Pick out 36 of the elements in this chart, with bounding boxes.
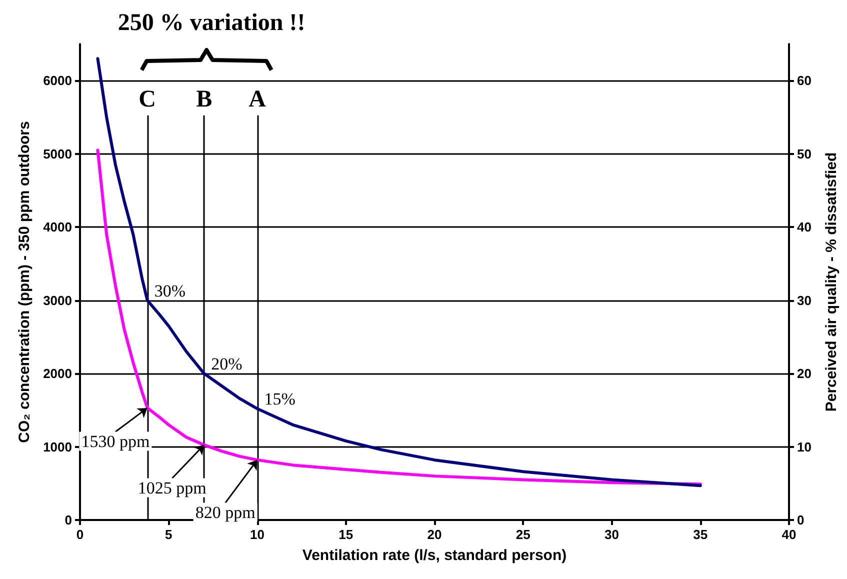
y-tick-label: 3000 — [43, 292, 72, 308]
y-tick-label: 6000 — [43, 73, 72, 88]
chart-title: 250 % variation !! — [118, 10, 306, 36]
x-axis-title: Ventilation rate (l/s, standard person) — [302, 547, 567, 564]
y2-tick-label: 50 — [797, 146, 812, 162]
annotation: 30% — [154, 281, 186, 300]
annotation: 820 ppm — [195, 502, 256, 522]
y2-axis-title: Perceived air quality - % dissatisfied — [823, 152, 840, 412]
ref-line-label: A — [248, 86, 267, 112]
x-tick-label: 10 — [250, 527, 264, 542]
y2-tick-label: 60 — [797, 73, 812, 88]
x-tick-label: 35 — [693, 527, 708, 542]
x-tick-label: 5 — [165, 527, 172, 542]
y2-tick-label: 10 — [797, 439, 812, 454]
x-tick-label: 15 — [338, 527, 354, 542]
y2-tick-label: 0 — [797, 512, 804, 528]
y-tick-label: 0 — [64, 512, 72, 528]
ref-line-label: B — [196, 86, 212, 112]
y-tick-label: 4000 — [43, 220, 72, 235]
annotation: 15% — [264, 390, 296, 409]
y-axis-title: CO₂ concentration (ppm) - 350 ppm outdoors — [16, 121, 33, 443]
annotation: 1530 ppm — [81, 432, 150, 451]
y-tick-label: 2000 — [43, 366, 72, 382]
x-tick-label: 30 — [604, 527, 619, 542]
x-tick-label: 20 — [427, 527, 442, 542]
annotation: 1025 ppm — [138, 478, 206, 498]
ref-line-label: C — [138, 86, 156, 112]
x-tick-label: 40 — [782, 527, 796, 542]
y2-tick-label: 30 — [797, 292, 812, 308]
x-tick-label: 25 — [516, 527, 530, 542]
y2-tick-label: 40 — [797, 220, 812, 235]
annotation: 20% — [211, 354, 242, 374]
y-tick-label: 5000 — [43, 146, 72, 162]
y-tick-label: 1000 — [43, 439, 72, 454]
y2-tick-label: 20 — [797, 366, 812, 382]
x-tick-label: 0 — [76, 527, 84, 542]
